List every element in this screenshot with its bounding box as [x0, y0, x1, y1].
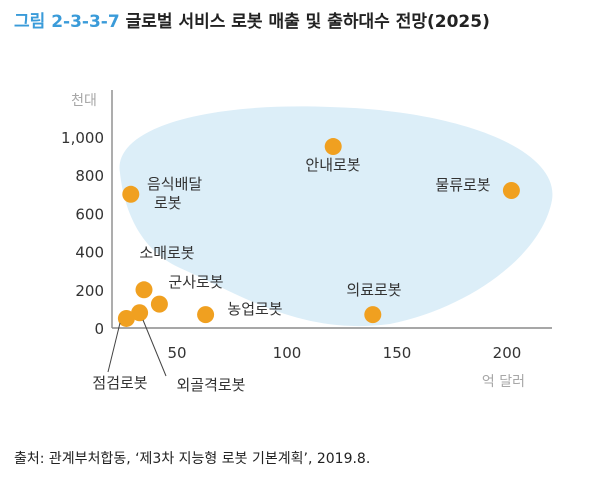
data-point [324, 138, 342, 156]
data-point [502, 181, 520, 199]
leader-line [107, 322, 121, 373]
leader-line [142, 319, 167, 377]
point-label: 외골격로봇 [176, 376, 245, 394]
x-tick-label: 100 [273, 344, 302, 362]
y-tick-label: 600 [75, 205, 104, 223]
y-tick-label: 200 [75, 282, 104, 300]
point-label: 군사로봇 [168, 273, 223, 291]
x-tick-label: 50 [167, 344, 186, 362]
scatter-chart: 0 200 400 600 800 1,000 50 100 150 200 천대억 달러 안내로봇… [61, 90, 553, 394]
point-label: 로봇 [154, 194, 182, 212]
point-label: 물류로봇 [435, 176, 490, 194]
x-tick-label: 150 [383, 344, 412, 362]
point-layer [117, 138, 520, 327]
y-tick-label: 0 [94, 320, 104, 338]
axis-layer: 0 200 400 600 800 1,000 50 100 150 200 천대억 달러 [61, 90, 552, 390]
data-point [117, 309, 135, 327]
data-point [364, 306, 382, 324]
point-label: 농업로봇 [227, 300, 282, 318]
data-point [122, 185, 140, 203]
source-note: 출처: 관계부처합동, ‘제3차 지능형 로봇 기본계획’, 2019.8. [14, 451, 371, 467]
point-label: 점검로봇 [92, 374, 147, 392]
point-label: 음식배달 [147, 175, 202, 193]
figure-label: 그림 2-3-3-7 [14, 12, 120, 32]
point-label: 의료로봇 [346, 281, 401, 299]
y-axis-label: 천대 [71, 93, 97, 109]
plot-region-layer [119, 106, 553, 327]
y-tick-label: 1,000 [61, 129, 104, 147]
data-point [150, 295, 168, 313]
figure-title: 그림 2-3-3-7 글로벌 서비스 로봇 매출 및 출하대수 전망(2025) [14, 7, 584, 37]
x-tick-label: 200 [493, 344, 522, 362]
y-tick-label: 400 [75, 244, 104, 262]
y-tick-label: 800 [75, 167, 104, 185]
data-point [131, 304, 149, 322]
x-axis-label: 억 달러 [482, 374, 525, 390]
point-label: 안내로봇 [305, 156, 360, 174]
point-label: 소매로봇 [139, 244, 194, 262]
data-point [135, 281, 153, 299]
highlight-region [119, 106, 553, 327]
figure-title-text: 글로벌 서비스 로봇 매출 및 출하대수 전망(2025) [125, 12, 490, 32]
data-point [197, 306, 215, 324]
